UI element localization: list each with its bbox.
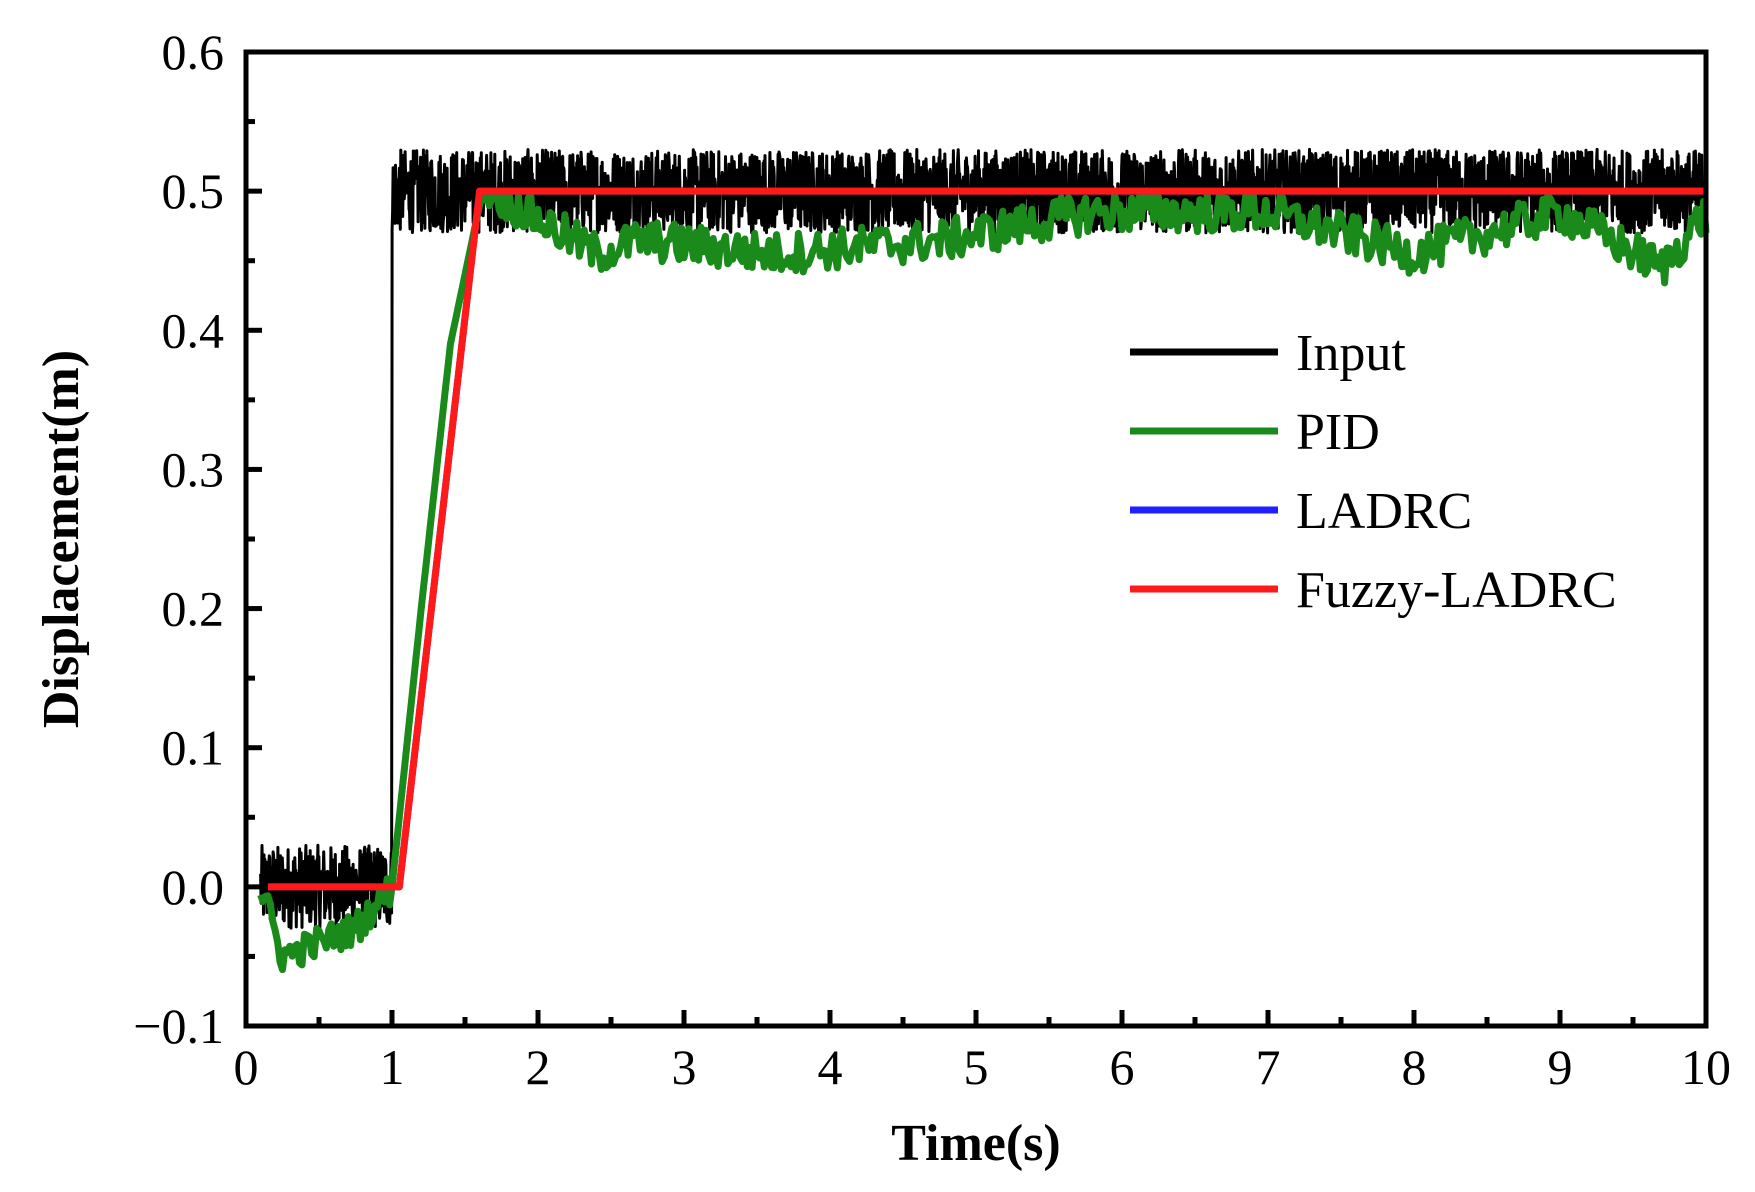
series-line-input — [259, 147, 1708, 930]
series-line-fuzzy-ladrc — [267, 187, 1706, 891]
x-tick-label: 6 — [1110, 1039, 1135, 1095]
y-tick-label: 0.0 — [162, 859, 225, 915]
series-layer — [257, 147, 1710, 974]
x-tick-label: 10 — [1681, 1039, 1731, 1095]
legend-label: LADRC — [1296, 483, 1472, 540]
x-tick-label: 2 — [526, 1039, 551, 1095]
series-line-pid — [257, 187, 1710, 974]
y-axis-title: Displacement(m) — [33, 350, 90, 728]
x-tick-label: 7 — [1256, 1039, 1281, 1095]
y-tick-label: 0.1 — [162, 720, 225, 776]
legend-label: PID — [1296, 404, 1380, 461]
legend-label: Input — [1296, 325, 1406, 382]
y-tick-label: 0.3 — [162, 441, 225, 497]
x-tick-label: 9 — [1548, 1039, 1573, 1095]
y-tick-label: −0.1 — [133, 998, 224, 1054]
legend: Input PID LADRC Fuzzy-LADRC — [1130, 325, 1617, 619]
y-tick-label: 0.4 — [162, 302, 225, 358]
x-axis: 0 1 2 3 4 5 6 7 8 9 10 — [234, 1010, 1731, 1095]
series-line-ladrc — [267, 187, 1706, 891]
x-axis-title: Time(s) — [891, 1115, 1060, 1172]
y-tick-label: 0.6 — [162, 24, 225, 80]
x-tick-label: 1 — [380, 1039, 405, 1095]
x-tick-label: 8 — [1402, 1039, 1427, 1095]
y-tick-label: 0.5 — [162, 163, 225, 219]
x-tick-label: 5 — [964, 1039, 989, 1095]
y-tick-label: 0.2 — [162, 581, 225, 637]
legend-label: Fuzzy-LADRC — [1296, 562, 1617, 619]
y-axis: −0.1 0.0 0.1 0.2 0.3 0.4 0.5 0.6 — [133, 24, 262, 1054]
x-tick-label: 0 — [234, 1039, 259, 1095]
x-tick-label: 4 — [818, 1039, 843, 1095]
x-tick-label: 3 — [672, 1039, 697, 1095]
